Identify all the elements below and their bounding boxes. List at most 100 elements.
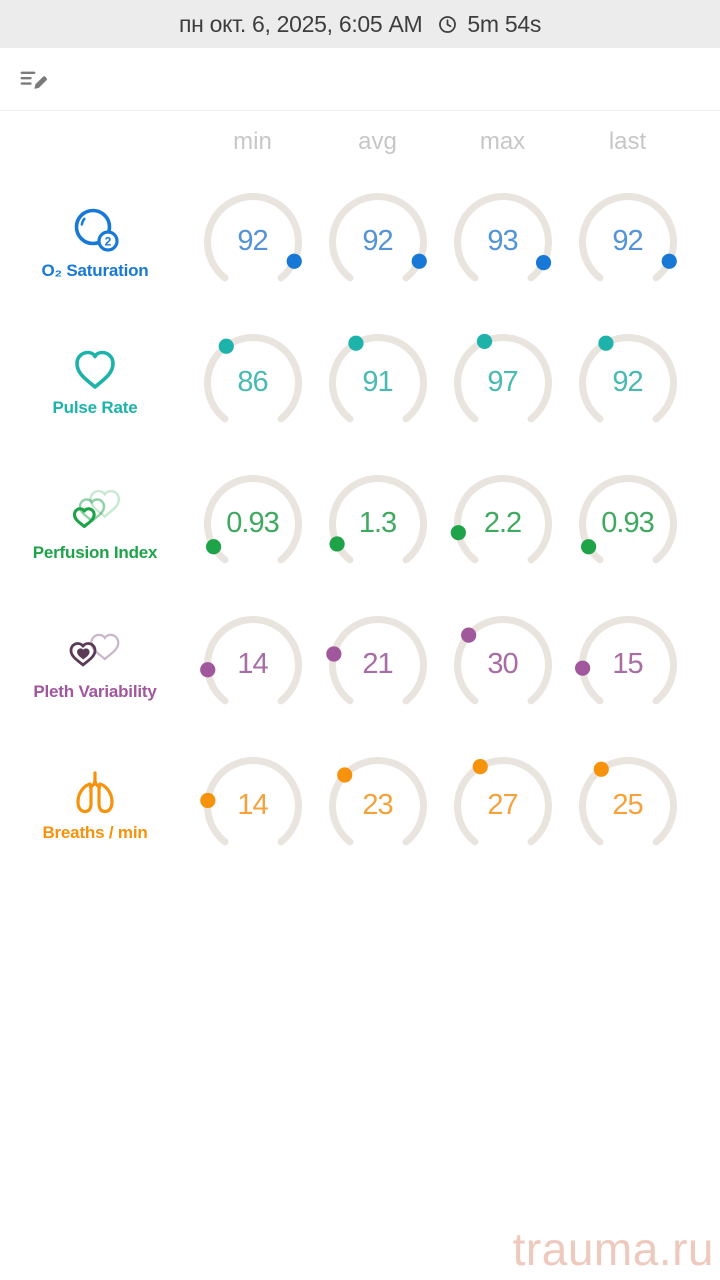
gauge: 93	[448, 187, 558, 297]
metric-label-cell: 2 O₂ Saturation	[0, 171, 190, 312]
gauge-value-max: 93	[487, 224, 518, 257]
metric-name: Perfusion Index	[32, 542, 158, 562]
gauge-cell-max: 27	[440, 735, 565, 876]
gauge-arc	[199, 615, 302, 704]
gauge-arc	[203, 474, 302, 563]
gauge-value-max: 2.2	[483, 506, 522, 539]
gauge: 15	[573, 610, 683, 720]
perfusion-hearts-icon	[72, 489, 121, 528]
gauge-value-min: 86	[237, 365, 268, 398]
gauge: 0.93	[573, 469, 683, 579]
gauge-value-last: 0.93	[601, 506, 654, 539]
gauge-dot	[472, 758, 488, 774]
metric-row-lungs: Breaths / min 14 23 27 25	[0, 735, 720, 876]
watermark: trauma.ru	[512, 1223, 714, 1275]
gauge-value-min: 14	[237, 788, 268, 821]
gauge-value-last: 92	[612, 365, 643, 398]
gauge-arc	[328, 333, 427, 422]
gauge-arc	[578, 474, 677, 563]
clock-icon	[437, 14, 458, 35]
session-datetime: пн окт. 6, 2025, 6:05 AM	[178, 10, 423, 37]
gauge: 92	[198, 187, 308, 297]
metric-label-cell: Pleth Variability	[0, 594, 190, 735]
gauge: 25	[573, 751, 683, 861]
gauge-dot	[411, 253, 427, 269]
gauge-dot	[205, 538, 221, 554]
gauge-dot	[286, 253, 302, 269]
gauge-value-last: 92	[612, 224, 643, 257]
pleth-hearts-icon	[69, 633, 120, 667]
gauge-arc	[578, 333, 677, 422]
gauge-dot	[347, 335, 364, 351]
gauge-dot	[593, 761, 609, 777]
gauge-cell-avg: 23	[315, 735, 440, 876]
gauge-dot	[597, 335, 614, 351]
metric-name: O₂ Saturation	[41, 260, 149, 280]
gauge: 92	[573, 187, 683, 297]
gauge-value-min: 14	[237, 647, 268, 680]
gauge-cell-max: 2.2	[440, 453, 565, 594]
gauge-dot	[661, 253, 677, 269]
gauge-arc	[453, 615, 552, 704]
gauge: 92	[573, 328, 683, 438]
gauge-cell-last: 15	[565, 594, 690, 735]
gauge-value-avg: 1.3	[358, 506, 397, 539]
gauge-arc	[199, 756, 302, 845]
metric-name: Pulse Rate	[52, 397, 138, 417]
gauge-value-last: 25	[612, 788, 643, 821]
column-headers: min avg max last	[0, 113, 720, 171]
gauge-cell-max: 30	[440, 594, 565, 735]
lungs-icon	[76, 771, 114, 813]
gauge-dot	[199, 661, 215, 677]
edit-note-button[interactable]	[16, 62, 50, 96]
gauge-cell-min: 0.93	[190, 453, 315, 594]
gauge-value-last: 15	[612, 647, 643, 680]
column-header-avg: avg	[358, 128, 397, 155]
gauge: 23	[323, 751, 433, 861]
gauge-cell-min: 92	[190, 171, 315, 312]
gauge-cell-last: 25	[565, 735, 690, 876]
gauge-dot	[329, 535, 345, 552]
gauge-cell-avg: 21	[315, 594, 440, 735]
edit-note-icon	[20, 71, 47, 89]
gauge-cell-min: 14	[190, 735, 315, 876]
metric-name: Breaths / min	[42, 822, 148, 842]
gauge-arc	[328, 474, 427, 563]
gauge-cell-avg: 91	[315, 312, 440, 453]
gauge: 14	[198, 610, 308, 720]
gauge-cell-max: 93	[440, 171, 565, 312]
gauge: 92	[323, 187, 433, 297]
gauge: 1.3	[323, 469, 433, 579]
gauge: 21	[323, 610, 433, 720]
gauge-cell-min: 86	[190, 312, 315, 453]
gauge-arc	[578, 756, 677, 845]
gauge-arc	[203, 333, 302, 422]
gauge-value-avg: 91	[362, 365, 393, 398]
gauge-arc	[574, 615, 677, 704]
gauge-dot	[325, 645, 341, 662]
gauge-arc	[578, 192, 677, 281]
metric-row-o2-saturation: 2 O₂ Saturation 92 92 93 92	[0, 171, 720, 312]
toolbar	[0, 48, 720, 111]
gauge: 2.2	[448, 469, 558, 579]
gauge-cell-max: 97	[440, 312, 565, 453]
gauge-dot	[199, 792, 215, 808]
gauge-arc	[328, 756, 427, 845]
gauge-table: min avg max last 2 O₂ Saturation 92 92 93 92…	[0, 113, 720, 876]
gauge-value-max: 30	[487, 647, 518, 680]
gauge-value-min: 0.93	[226, 506, 279, 539]
metric-label-cell: Breaths / min	[0, 735, 190, 876]
heart-icon	[75, 350, 115, 389]
gauge: 30	[448, 610, 558, 720]
gauge-cell-last: 0.93	[565, 453, 690, 594]
metric-row-pleth-hearts: Pleth Variability 14 21 30 15	[0, 594, 720, 735]
o2-saturation-icon: 2	[74, 208, 119, 252]
column-header-min: min	[233, 128, 272, 155]
gauge-arc	[328, 192, 427, 281]
gauge-value-avg: 23	[362, 788, 393, 821]
gauge: 91	[323, 328, 433, 438]
gauge: 86	[198, 328, 308, 438]
gauge-dot	[336, 766, 352, 783]
gauge-arc	[453, 756, 552, 845]
